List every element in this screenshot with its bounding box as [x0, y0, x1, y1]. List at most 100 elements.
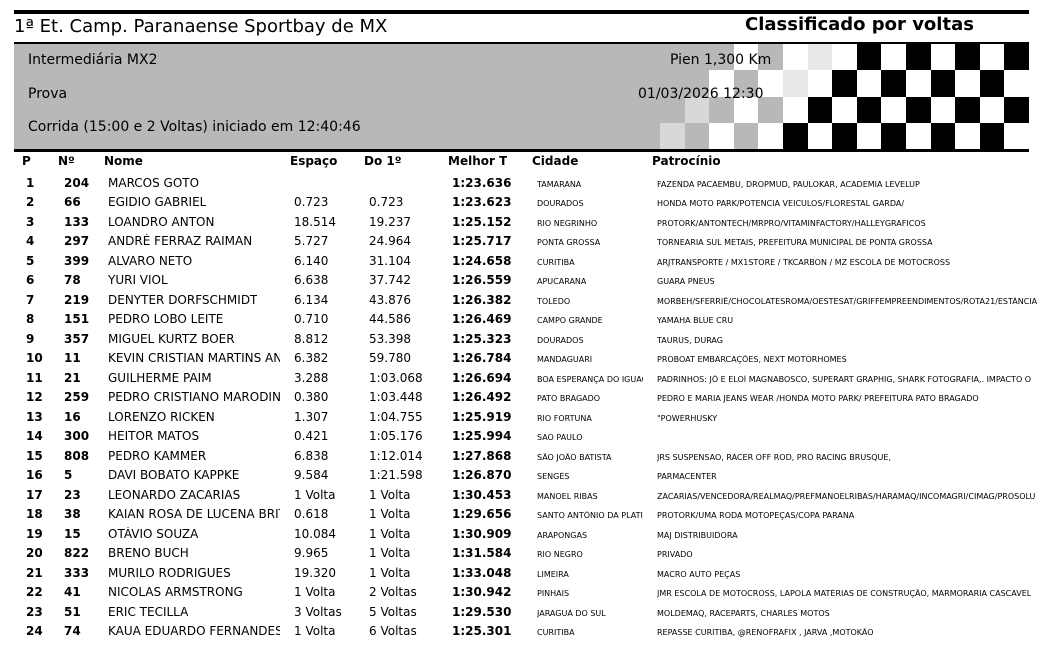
name: GUILHERME PAIM — [108, 370, 212, 385]
number: 151 — [64, 312, 90, 327]
flag-square — [783, 44, 809, 71]
number: 21 — [64, 370, 81, 385]
subtitle: Classificado por voltas — [745, 14, 974, 35]
position: 12 — [26, 390, 43, 405]
race: Corrida (15:00 e 2 Voltas) iniciado em 1… — [28, 119, 361, 135]
city: RIO NEGRO — [537, 550, 583, 560]
name: PEDRO LOBO LEITE — [108, 312, 224, 327]
position: 18 — [26, 507, 43, 522]
sponsor: PROTORK/ANTONTECH/MRPRO/VITAMINFACTORY/H… — [657, 218, 926, 228]
best-time: 1:26.492 — [452, 390, 512, 405]
gap: 3 Voltas — [294, 604, 342, 619]
city: APUCARANA — [537, 277, 587, 287]
sponsor: MACRO AUTO PEÇAS — [657, 569, 741, 579]
position: 7 — [26, 292, 35, 307]
city: CAMPO GRANDE — [537, 316, 603, 326]
gap: 1 Volta — [294, 585, 336, 600]
name: BRENO BUCH — [108, 546, 189, 561]
flag-square — [660, 44, 686, 71]
flag-square — [930, 70, 956, 97]
name: DENYTER DORFSCHMIDT — [108, 292, 258, 307]
best-time: 1:23.623 — [452, 195, 512, 210]
gap-to-first: 44.586 — [369, 312, 411, 327]
city: ARAPONGAS — [537, 530, 588, 540]
position: 8 — [26, 312, 35, 327]
flag-square — [660, 70, 686, 97]
position: 6 — [26, 273, 35, 288]
gap-to-first: 37.742 — [369, 273, 411, 288]
gap: 8.812 — [294, 331, 329, 346]
gap-to-first: 5 Voltas — [369, 604, 417, 619]
best-time: 1:26.382 — [452, 292, 512, 307]
flag-square — [906, 44, 932, 71]
gap: 19.320 — [294, 565, 336, 580]
sponsor: JMR ESCOLA DE MOTOCROSS, LAPOLA MATÉRIAS… — [657, 589, 1032, 599]
flag-square — [906, 96, 932, 124]
number: 333 — [64, 565, 90, 580]
number: 5 — [64, 468, 73, 483]
gap: 3.288 — [294, 370, 329, 385]
position: 23 — [26, 604, 43, 619]
number: 66 — [64, 195, 81, 210]
number: 300 — [64, 429, 90, 444]
column-header: Patrocínio — [652, 154, 721, 168]
flag-square — [881, 96, 907, 124]
best-time: 1:26.559 — [452, 273, 512, 288]
gap-to-first: 43.876 — [369, 292, 411, 307]
name: ERIC TECILLA — [108, 604, 189, 619]
flag-square — [684, 122, 710, 149]
best-time: 1:25.301 — [452, 624, 512, 639]
number: 11 — [64, 351, 81, 366]
gap: 5.727 — [294, 234, 329, 249]
flag-square — [709, 122, 735, 149]
gap: 6.638 — [294, 273, 329, 288]
sponsor: MAJ DISTRIBUIDORA — [657, 530, 738, 540]
name: NICOLAS ARMSTRONG — [108, 585, 243, 600]
best-time: 1:26.870 — [452, 468, 512, 483]
gap: 0.618 — [294, 507, 329, 522]
number: 808 — [64, 448, 90, 463]
best-time: 1:29.530 — [452, 604, 512, 619]
gap-to-first: 53.398 — [369, 331, 411, 346]
flag-square — [955, 44, 981, 71]
name: MIGUEL KURTZ BOER — [108, 331, 235, 346]
sponsor: TORNEARIA SUL METAIS, PREFEITURA MUNICIP… — [657, 238, 933, 248]
position: 17 — [26, 487, 43, 502]
sponsor: HONDA MOTO PARK/POTENCIA VEICULOS/FLORES… — [657, 199, 905, 209]
city: SAO PAULO — [537, 433, 583, 443]
gap-to-first: 1 Volta — [369, 526, 411, 541]
best-time: 1:24.658 — [452, 253, 512, 268]
flag-square — [684, 70, 710, 97]
name: LOANDRO ANTON — [108, 214, 215, 229]
name: PEDRO KAMMER — [108, 448, 207, 463]
flag-square — [856, 44, 882, 71]
session: Prova — [28, 86, 68, 102]
sponsor: GUARA PNEUS — [657, 277, 715, 287]
flag-square — [832, 96, 858, 124]
gap: 6.382 — [294, 351, 329, 366]
gap: 0.710 — [294, 312, 329, 327]
flag-square — [660, 96, 686, 124]
position: 16 — [26, 468, 43, 483]
gap-to-first: 6 Voltas — [369, 624, 417, 639]
sponsor: PADRINHOS: JÔ E ELOÍ MAGNABOSCO, SUPERAR… — [657, 374, 1032, 384]
flag-square — [955, 122, 981, 149]
flag-square — [832, 44, 858, 71]
city: SÃO JOÃO BATISTA — [537, 452, 612, 462]
position: 3 — [26, 214, 35, 229]
flag-square — [856, 96, 882, 124]
gap: 0.723 — [294, 195, 329, 210]
gap-to-first: 0.723 — [369, 195, 404, 210]
name: MURILO RODRIGUES — [108, 565, 231, 580]
position: 19 — [26, 526, 43, 541]
gap-to-first: 1:05.176 — [369, 429, 423, 444]
name: LORENZO RICKEN — [108, 409, 215, 424]
best-time: 1:26.469 — [452, 312, 512, 327]
flag-square — [979, 70, 1005, 97]
position: 5 — [26, 253, 35, 268]
number: 259 — [64, 390, 90, 405]
flag-square — [881, 44, 907, 71]
flag-square — [906, 70, 932, 97]
